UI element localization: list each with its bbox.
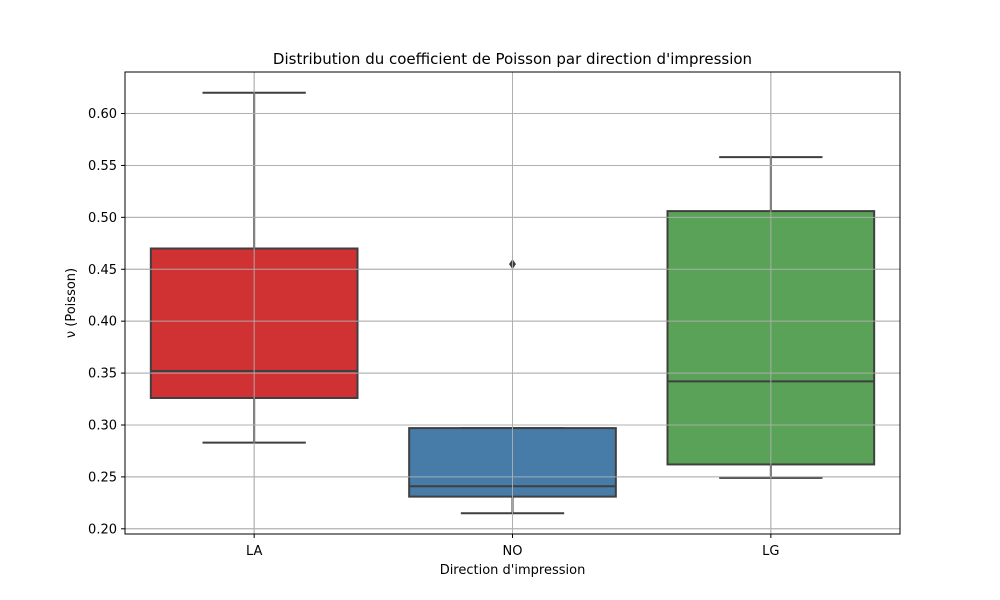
x-tick-label: LA — [246, 544, 263, 559]
y-tick-label: 0.25 — [88, 470, 117, 485]
y-axis-label: ν (Poisson) — [64, 268, 79, 338]
chart-title: Distribution du coefficient de Poisson p… — [273, 50, 752, 68]
y-tick-label: 0.45 — [88, 263, 117, 278]
x-axis-label: Direction d'impression — [440, 563, 586, 578]
y-tick-label: 0.60 — [88, 107, 117, 122]
x-axis: LA NO LG — [246, 534, 779, 559]
x-tick-label: NO — [503, 544, 523, 559]
grid-lines-overlay — [125, 72, 900, 534]
y-tick-label: 0.40 — [88, 315, 117, 330]
y-tick-label: 0.50 — [88, 211, 117, 226]
y-tick-label: 0.20 — [88, 522, 117, 537]
y-tick-label: 0.35 — [88, 367, 117, 382]
y-tick-label: 0.30 — [88, 418, 117, 433]
y-tick-label: 0.55 — [88, 159, 117, 174]
x-tick-label: LG — [762, 544, 779, 559]
y-axis: 0.20 0.25 0.30 0.35 0.40 0.45 0.50 0.55 0.60 — [88, 107, 125, 537]
